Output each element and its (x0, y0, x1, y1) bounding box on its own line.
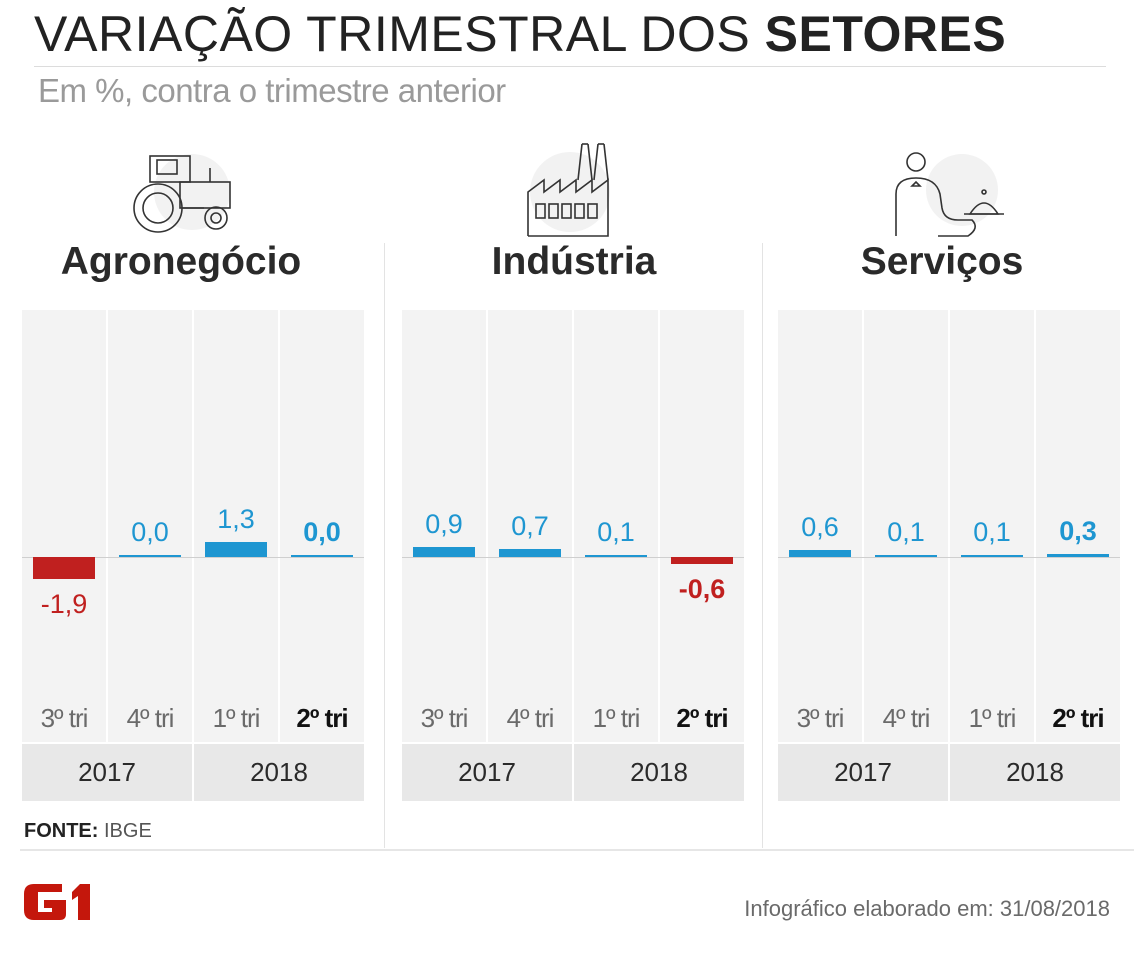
bar (499, 548, 561, 557)
column-background (950, 310, 1034, 742)
title-bold: SETORES (764, 6, 1007, 62)
page-title: VARIAÇÃO TRIMESTRAL DOS SETORES (34, 6, 1006, 62)
quarter-label: 3º tri (40, 703, 89, 733)
data-label: 1,3 (217, 504, 255, 535)
year-label: 2017 (22, 744, 192, 801)
quarter-label: 4º tri (126, 703, 175, 733)
quarter-label: 2º tri (1052, 703, 1104, 733)
quarter-label: 2º tri (296, 703, 348, 733)
quarter-label: 1º tri (212, 703, 261, 733)
data-label: -0,6 (678, 573, 726, 604)
data-label: 0,0 (303, 517, 341, 547)
bar (671, 557, 733, 564)
bar (33, 557, 95, 579)
source-value: IBGE (104, 820, 152, 842)
quarter-label: 2º tri (676, 703, 728, 733)
bar (961, 555, 1023, 557)
column-background (402, 310, 486, 742)
quarter-label: 1º tri (592, 703, 641, 733)
quarter-label: 4º tri (882, 703, 931, 733)
page-subtitle: Em %, contra o trimestre anterior (38, 72, 506, 109)
data-label: -1,9 (40, 588, 88, 619)
factory-icon (518, 140, 628, 245)
year-label: 2017 (402, 744, 572, 801)
source-note: FONTE: IBGE (24, 820, 152, 843)
quarter-label: 3º tri (796, 703, 845, 733)
column-background (488, 310, 572, 742)
sector-name-agronegocio: Agronegócio (60, 240, 302, 283)
bar (413, 546, 475, 557)
year-label: 2018 (950, 744, 1120, 801)
quarter-label: 3º tri (420, 703, 469, 733)
bar (585, 555, 647, 557)
quarter-label: 4º tri (506, 703, 555, 733)
data-label: 0,1 (887, 517, 925, 547)
tractor-icon (124, 148, 240, 251)
title-normal: VARIAÇÃO TRIMESTRAL DOS (34, 6, 751, 62)
column-background (280, 310, 364, 742)
title-divider (34, 66, 1106, 67)
year-label: 2017 (778, 744, 948, 801)
column-background (778, 310, 862, 742)
sector-name-servicos: Serviços (860, 240, 1024, 283)
data-label: 0,1 (597, 517, 635, 547)
bar (119, 555, 181, 557)
sector-name-industria: Indústria (491, 240, 657, 283)
data-label: 0,0 (131, 517, 169, 547)
year-label: 2018 (574, 744, 744, 801)
panel-divider (762, 243, 763, 848)
zero-baseline (22, 557, 364, 558)
column-background (194, 310, 278, 742)
bar (789, 550, 851, 557)
waiter-icon (886, 148, 1008, 245)
column-background (22, 310, 106, 742)
column-background (574, 310, 658, 742)
bar (1047, 553, 1109, 557)
zero-baseline (402, 557, 744, 558)
data-label: 0,1 (973, 517, 1011, 547)
column-background (864, 310, 948, 742)
panel-divider (384, 243, 385, 848)
column-background (1036, 310, 1120, 742)
data-label: 0,7 (511, 510, 549, 541)
data-label: 0,3 (1059, 515, 1097, 546)
footer-note: Infográfico elaborado em: 31/08/2018 (744, 896, 1110, 921)
source-label: FONTE: (24, 820, 99, 842)
data-label: 0,6 (801, 512, 839, 543)
bar (875, 555, 937, 557)
year-label: 2018 (194, 744, 364, 801)
column-background (660, 310, 744, 742)
bar (205, 542, 267, 557)
data-label: 0,9 (425, 508, 463, 539)
footer-divider (20, 849, 1134, 851)
quarter-label: 1º tri (968, 703, 1017, 733)
bar (291, 555, 353, 557)
g1-logo (22, 882, 92, 927)
zero-baseline (778, 557, 1120, 558)
column-background (108, 310, 192, 742)
